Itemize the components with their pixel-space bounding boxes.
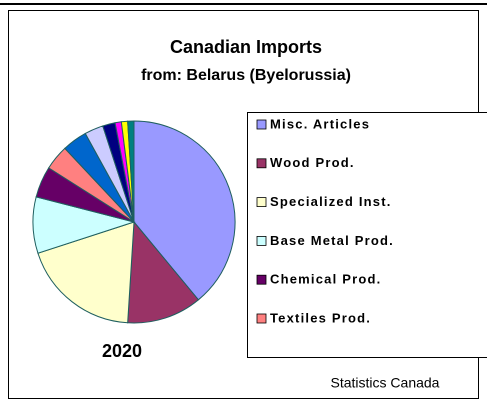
legend-label: Chemical Prod. [270,272,381,287]
legend-swatch [257,120,266,129]
legend: Misc. Articles Wood Prod. Specialized Inst… [248,113,487,358]
legend-label: Misc. Articles [270,116,370,131]
legend-swatch [257,198,266,207]
legend-label: Specialized Inst. [270,194,392,209]
legend-swatch [257,159,266,168]
year-label: 2020 [102,341,142,361]
chart-subtitle: from: Belarus (Byelorussia) [141,67,351,84]
legend-swatch [257,314,266,323]
legend-label: Wood Prod. [270,155,355,170]
chart-title: Canadian Imports [170,37,322,57]
source-label: Statistics Canada [331,375,440,391]
legend-label: Base Metal Prod. [270,233,394,248]
legend-swatch [257,275,266,284]
legend-label: Textiles Prod. [270,310,371,325]
legend-swatch [257,236,266,245]
